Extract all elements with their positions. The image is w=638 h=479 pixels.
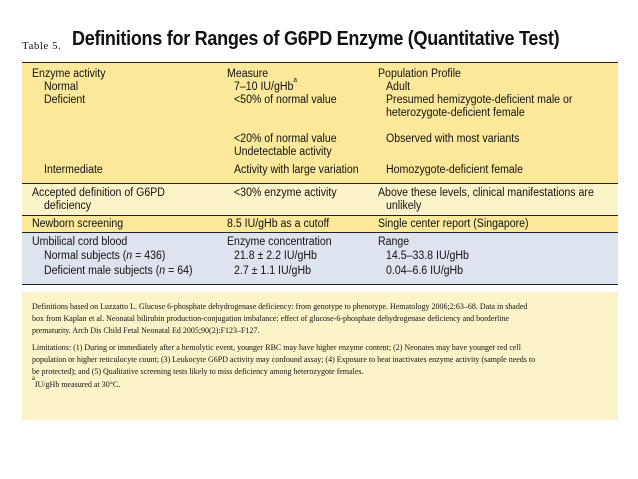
table-footnotes: Definitions based on Luzzatto L. Glucose… (22, 292, 618, 420)
row-normal-measure: 7–10 IU/gHba (234, 77, 298, 93)
row-normal-label: Normal (44, 81, 79, 93)
row-intermediate-measure: Activity with large variation (234, 164, 359, 176)
row-deficient-male-measure: 2.7 ± 1.1 IU/gHb (234, 265, 311, 277)
row-cord-measure: Enzyme concentration (227, 236, 332, 248)
row-normal-subjects-label: Normal subjects (n = 436) (44, 250, 166, 262)
top-rule (22, 62, 618, 63)
footnote-definitions-3: prematurity. Arch Dis Child Fetal Neonat… (32, 325, 260, 335)
row-normal-profile: Adult (386, 81, 411, 93)
row-cord-profile: Range (378, 236, 410, 248)
header-enzyme-activity: Enzyme activity (32, 68, 106, 80)
table-title: Table 5. Definitions for Ranges of G6PD … (22, 28, 618, 62)
table-title-text: Definitions for Ranges of G6PD Enzyme (Q… (72, 28, 560, 50)
row-cord-label: Umbilical cord blood (32, 236, 128, 248)
row-normal-subjects-range: 14.5–33.8 IU/gHb (386, 250, 469, 262)
row-accepted-label-2: deficiency (44, 200, 92, 212)
row-deficient-male-range: 0.04–6.6 IU/gHb (386, 265, 464, 277)
row-accepted-label-1: Accepted definition of G6PD (32, 187, 165, 199)
row-deficient20-measure: <20% of normal value (234, 133, 337, 145)
header-measure: Measure (227, 68, 269, 80)
row-accepted-measure: <30% enzyme activity (234, 187, 337, 199)
row-newborn-profile: Single center report (Singapore) (378, 218, 529, 230)
row-deficient-profile-1: Presumed hemizygote-deficient male or (386, 94, 573, 106)
rule-2 (22, 215, 618, 216)
row-deficient-measure: <50% of normal value (234, 94, 337, 106)
row-deficient-male-label: Deficient male subjects (n = 64) (44, 265, 193, 277)
footnote-limitations-1: Limitations: (1) During or immediately a… (32, 342, 521, 352)
row-undetectable-measure: Undetectable activity (234, 146, 332, 158)
newborn-screening-section: Newborn screening 8.5 IU/gHb as a cutoff… (22, 216, 618, 232)
accepted-definition-section: Accepted definition of G6PD deficiency <… (22, 184, 618, 215)
g6pd-table: Enzyme activity Measure Population Profi… (22, 62, 618, 285)
row-intermediate-label: Intermediate (44, 164, 103, 176)
header-population-profile: Population Profile (378, 68, 461, 80)
row-deficient20-profile: Observed with most variants (386, 133, 520, 145)
footnote-limitations-2: population or higher reticulocyte count;… (32, 354, 536, 364)
footnote-limitations-3: be protected); and (5) Qualitative scree… (32, 366, 364, 376)
row-normal-subjects-measure: 21.8 ± 2.2 IU/gHb (234, 250, 317, 262)
bottom-rule (22, 284, 618, 285)
row-accepted-profile-1: Above these levels, clinical manifestati… (378, 187, 594, 199)
row-accepted-profile-2: unlikely (386, 200, 422, 212)
row-newborn-measure: 8.5 IU/gHb as a cutoff (227, 218, 330, 230)
footnote-definitions-1: Definitions based on Luzzatto L. Glucose… (32, 301, 528, 311)
enzyme-activity-section: Enzyme activity Measure Population Profi… (22, 63, 618, 183)
row-deficient-profile-2: heterozygote-deficient female (386, 107, 525, 119)
row-deficient-label: Deficient (44, 94, 86, 106)
footnote-definitions-2: box from Kaplan et al. Neonatal bilirubi… (32, 313, 510, 323)
cord-blood-section: Umbilical cord blood Enzyme concentratio… (22, 233, 618, 284)
footnote-units: aIU/gHb measured at 30°C. (32, 374, 121, 390)
row-intermediate-profile: Homozygote-deficient female (386, 164, 524, 176)
table-label: Table 5. (22, 40, 62, 52)
rule-1 (22, 183, 618, 184)
rule-3 (22, 232, 618, 233)
row-newborn-label: Newborn screening (32, 218, 124, 230)
